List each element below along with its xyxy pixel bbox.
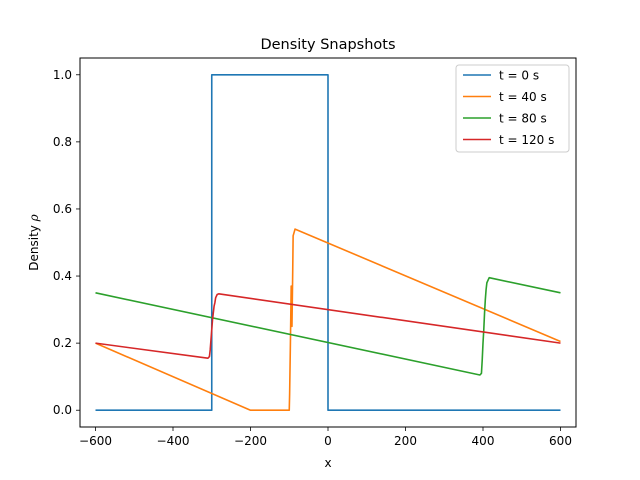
x-tick-label: 400 — [472, 434, 495, 448]
x-axis-ticks: −600 −400 −200 0 200 400 600 — [79, 427, 572, 448]
x-tick-label: −200 — [234, 434, 267, 448]
legend: t = 0 s t = 40 s t = 80 s t = 120 s — [455, 64, 570, 153]
y-axis-label-symbol: ρ — [27, 214, 41, 222]
y-axis-label: Density ρ — [27, 214, 41, 271]
series-line-2 — [95, 228, 561, 412]
x-tick-label: 600 — [549, 434, 572, 448]
y-tick-label: 0.8 — [53, 135, 72, 149]
y-axis-label-text: Density — [27, 221, 41, 270]
y-tick-label: 0.2 — [53, 336, 72, 350]
y-tick-label: 1.0 — [53, 68, 72, 82]
chart-title: Density Snapshots — [260, 37, 395, 53]
legend-label-2: t = 40 s — [499, 90, 547, 104]
legend-box — [455, 64, 570, 153]
x-axis-label: x — [324, 456, 331, 470]
x-tick-label: −600 — [79, 434, 112, 448]
legend-label-4: t = 120 s — [499, 133, 554, 147]
x-tick-label: 0 — [324, 434, 332, 448]
legend-label-3: t = 80 s — [499, 112, 547, 126]
y-tick-label: 0.4 — [53, 269, 72, 283]
x-tick-label: −400 — [157, 434, 190, 448]
series-line-4 — [95, 293, 561, 360]
legend-label-1: t = 0 s — [499, 69, 539, 83]
series-line-3 — [95, 276, 561, 376]
x-tick-label: 200 — [394, 434, 417, 448]
y-axis-ticks: 0.0 0.2 0.4 0.6 0.8 1.0 — [53, 68, 80, 417]
series-line-1 — [95, 73, 561, 412]
y-tick-label: 0.6 — [53, 202, 72, 216]
y-tick-label: 0.0 — [53, 403, 72, 417]
series-lines — [95, 73, 561, 412]
